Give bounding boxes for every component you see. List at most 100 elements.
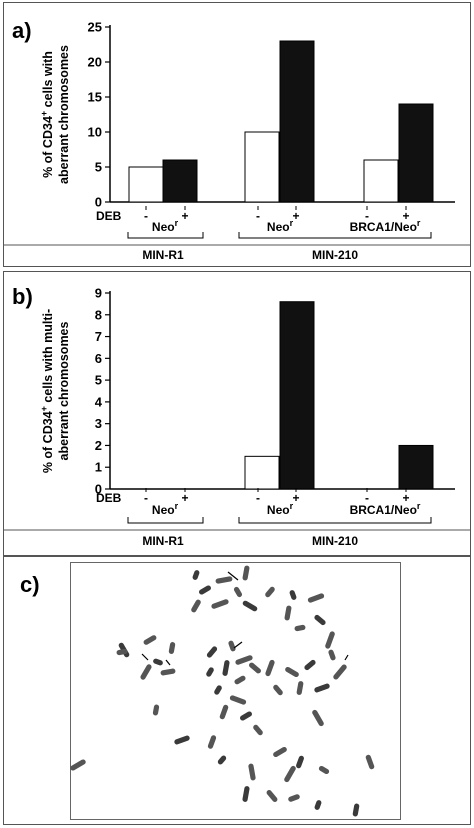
bar-minus-group-2	[244, 455, 280, 490]
treatment-sign: +	[292, 491, 299, 505]
chromosome	[228, 640, 236, 652]
arrow-marker	[233, 641, 243, 649]
bar-minus-group-2	[244, 131, 280, 203]
construct-label: Neor	[152, 501, 179, 517]
construct-label: BRCA1/Neor	[350, 501, 421, 517]
chromosome	[233, 586, 243, 598]
chromosome	[284, 605, 292, 621]
chromosome	[285, 666, 299, 678]
treatment-sign: -	[365, 491, 369, 505]
chromosome	[314, 683, 330, 693]
chromosome	[307, 593, 325, 603]
y-label-line-1: % of CD34+ cells with	[39, 51, 55, 178]
treatment-label: DEB	[96, 209, 122, 223]
chromosome	[211, 599, 229, 609]
chromosome	[242, 786, 250, 802]
chromosome	[325, 631, 335, 649]
construct-label: Neor	[267, 501, 294, 517]
cell-line-label: MIN-210	[312, 248, 358, 262]
y-label-line-2: aberrant chromosomes	[57, 321, 71, 460]
y-tick-label: 3	[95, 416, 102, 431]
construct-label: Neor	[152, 218, 179, 234]
treatment-sign: -	[256, 209, 260, 223]
y-tick-label: 10	[88, 125, 102, 140]
bar-plus-group-3	[398, 444, 434, 490]
chromosome	[168, 642, 176, 654]
group-bracket	[238, 517, 432, 524]
y-axis-label: % of CD34+ cells with aberrant chromosome…	[39, 45, 71, 184]
arrow-marker	[165, 659, 171, 666]
y-tick-label: 9	[95, 286, 102, 301]
chromosome	[266, 790, 278, 802]
chromosome	[222, 660, 230, 676]
y-label-line-1: % of CD34+ cells with multi-	[39, 309, 55, 473]
treatment-sign: +	[402, 209, 409, 223]
arrow-marker	[227, 571, 239, 581]
treatment-sign: +	[181, 209, 188, 223]
chromosome	[273, 684, 283, 696]
y-tick-label: 0	[95, 195, 102, 210]
y-tick-label: 7	[95, 329, 102, 344]
chromosome	[312, 709, 324, 727]
bar-minus-group-1	[128, 166, 164, 203]
chromosome	[116, 648, 128, 656]
chromosome	[160, 668, 176, 676]
panel-b-frame	[3, 271, 471, 556]
panel-letter: b)	[12, 284, 33, 309]
chromosome	[365, 754, 375, 770]
y-tick-label: 4	[95, 394, 103, 409]
chromosome	[199, 585, 211, 595]
chart-b: b) 0 1 2 3 4 5 6 7 8 9 % of CD34+ cells with multi-…	[3, 284, 471, 548]
y-tick-label: 8	[95, 307, 102, 322]
y-tick-label: 1	[95, 460, 102, 475]
treatment-label: DEB	[96, 491, 122, 505]
y-tick-label: 20	[88, 55, 102, 70]
arrow-marker	[344, 654, 349, 661]
chromosome	[242, 600, 258, 612]
chromosome	[318, 765, 330, 775]
panel-letter: a)	[12, 18, 32, 43]
chromosome	[229, 695, 247, 705]
chromosome	[240, 711, 252, 721]
group-bracket	[238, 232, 432, 239]
construct-label: BRCA1/Neor	[350, 218, 421, 234]
cell-line-label: MIN-R1	[142, 534, 184, 548]
bar-minus-group-3	[363, 159, 399, 203]
bar-plus-group-1	[162, 159, 198, 203]
chromosome	[207, 735, 217, 749]
chromosome	[214, 685, 222, 695]
chromosome	[273, 746, 287, 758]
chromosome	[294, 624, 306, 632]
chromosome	[296, 755, 304, 769]
chromosome	[143, 635, 157, 645]
chromosome	[253, 724, 263, 736]
chart-a: a) 0 5 10 15 20 25 % of CD34+ cells with aberran…	[3, 18, 471, 262]
treatment-sign: -	[256, 491, 260, 505]
y-tick-label: 0	[95, 482, 102, 497]
chromosome	[248, 763, 256, 781]
chromosome	[352, 803, 360, 817]
chromosome	[296, 681, 304, 695]
panel-a-frame	[3, 2, 471, 267]
y-tick-label: 5	[95, 373, 102, 388]
y-tick-label: 15	[88, 90, 102, 105]
chromosome	[206, 646, 218, 658]
chromosome	[219, 704, 229, 720]
chromosome	[217, 755, 227, 765]
chromosome	[70, 759, 86, 771]
chromosome	[235, 655, 253, 665]
y-tick-label: 5	[95, 160, 102, 175]
metaphase-chromosome-spread	[70, 562, 401, 820]
bar-plus-group-3	[398, 103, 434, 203]
chromosome	[288, 794, 300, 802]
group-bracket	[127, 232, 204, 239]
chromosome	[314, 614, 326, 626]
y-tick-label: 6	[95, 351, 102, 366]
treatment-sign: -	[144, 209, 148, 223]
chromosome	[328, 649, 336, 661]
treatment-sign: -	[144, 491, 148, 505]
micrograph-frame	[70, 562, 401, 820]
chromosome	[289, 590, 297, 600]
cell-line-label: MIN-210	[312, 534, 358, 548]
